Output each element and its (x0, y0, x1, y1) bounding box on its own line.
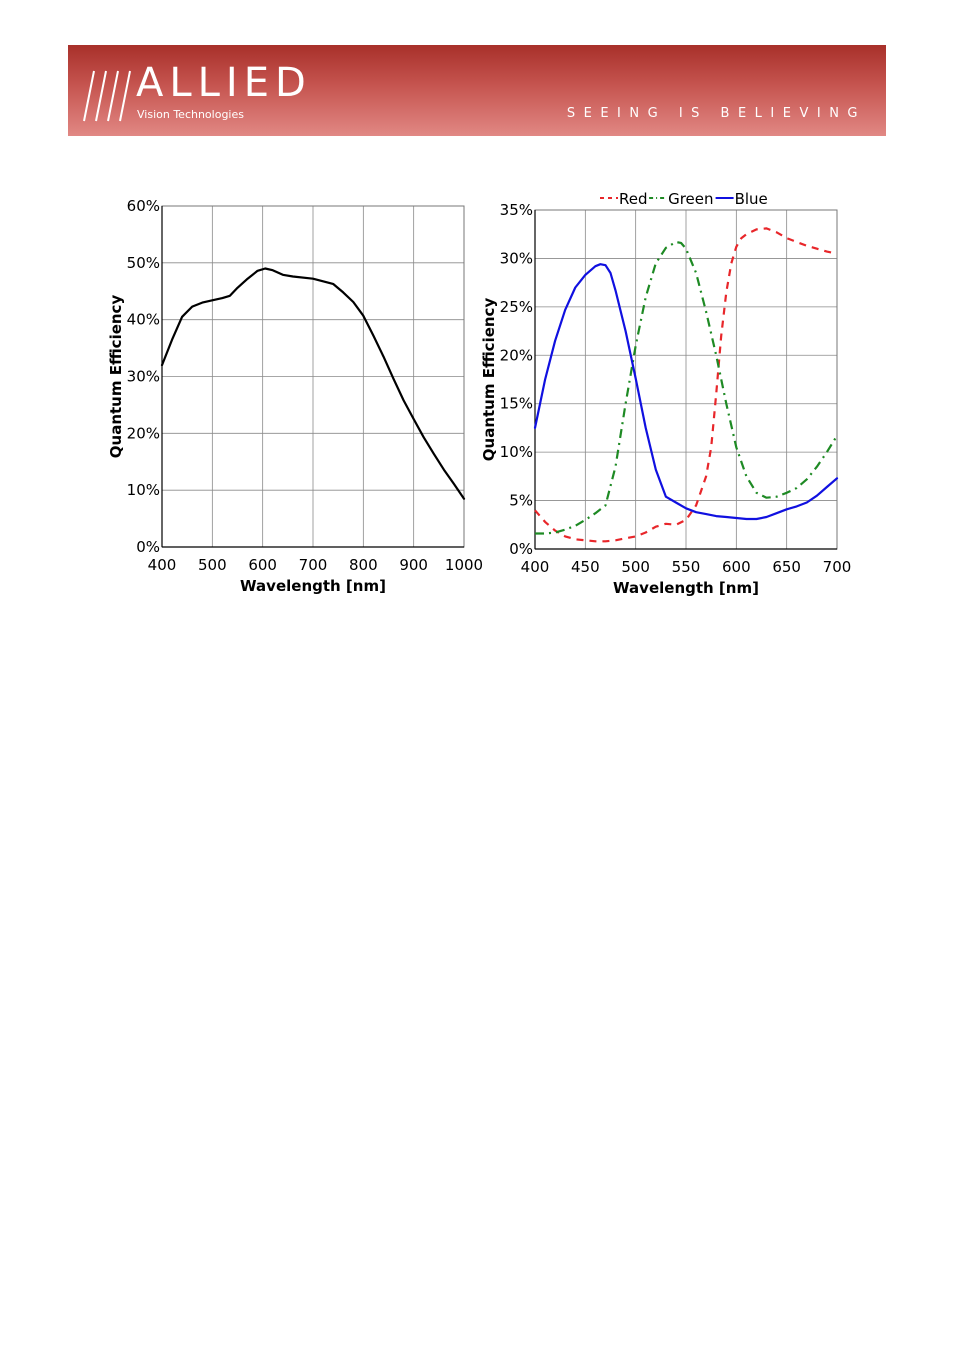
x-tick-label: 700 (299, 556, 328, 574)
y-tick-label: 0% (136, 538, 160, 556)
y-tick-label: 50% (127, 254, 160, 272)
y-tick-label: 20% (127, 424, 160, 442)
y-tick-label: 30% (500, 249, 533, 267)
tagline: SEEING IS BELIEVING (566, 106, 866, 121)
x-tick-label: 500 (621, 558, 650, 576)
header-banner: ALLIED Vision Technologies SEEING IS BEL… (68, 45, 886, 136)
x-tick-label: 400 (148, 556, 177, 574)
series-line-blue (533, 263, 839, 521)
y-tick-label: 25% (500, 298, 533, 316)
y-tick-label: 20% (500, 346, 533, 364)
x-tick-label: 600 (722, 558, 751, 576)
x-axis-title: Wavelength [nm] (613, 579, 759, 597)
y-tick-label: 15% (500, 395, 533, 413)
logo-slashes-icon (83, 70, 131, 122)
y-axis-title: Quantum Efficiency (480, 298, 498, 462)
y-tick-label: 10% (127, 481, 160, 499)
color-qe-chart: 400 450 500 550 600 650 700 0% 5% 10% 15% 20% 25% 30%… (480, 190, 851, 597)
series-line (160, 267, 466, 500)
x-tick-label: 600 (248, 556, 277, 574)
y-axis-title: Quantum Efficiency (107, 295, 125, 459)
x-tick-label: 500 (198, 556, 227, 574)
x-tick-label: 450 (571, 558, 600, 576)
x-tick-label: 550 (672, 558, 701, 576)
legend-label-green: Green (668, 190, 713, 208)
x-tick-label: 800 (349, 556, 378, 574)
y-tick-label: 35% (500, 201, 533, 219)
y-tick-label: 60% (127, 197, 160, 215)
mono-qe-chart: 400 500 600 700 800 900 1000 0% 10% 20% 30% 40% 50% 6… (107, 197, 483, 595)
x-axis-title: Wavelength [nm] (240, 577, 386, 595)
y-tick-label: 10% (500, 443, 533, 461)
legend-label-blue: Blue (735, 190, 768, 208)
y-tick-label: 5% (509, 492, 533, 510)
y-tick-label: 30% (127, 368, 160, 386)
series-line-green (535, 240, 838, 535)
brand-subtitle: Vision Technologies (137, 108, 244, 121)
x-tick-label: 900 (399, 556, 428, 574)
charts-canvas: 400 500 600 700 800 900 1000 0% 10% 20% 30% 40% 50% 6… (107, 190, 851, 597)
legend-label-red: Red (619, 190, 648, 208)
x-tick-label: 400 (521, 558, 550, 576)
x-tick-label: 1000 (445, 556, 483, 574)
x-tick-label: 700 (823, 558, 852, 576)
y-tick-label: 40% (127, 311, 160, 329)
brand-name: ALLIED (136, 60, 312, 106)
x-tick-label: 650 (772, 558, 801, 576)
y-tick-label: 0% (509, 540, 533, 558)
series-line-red (534, 227, 838, 543)
